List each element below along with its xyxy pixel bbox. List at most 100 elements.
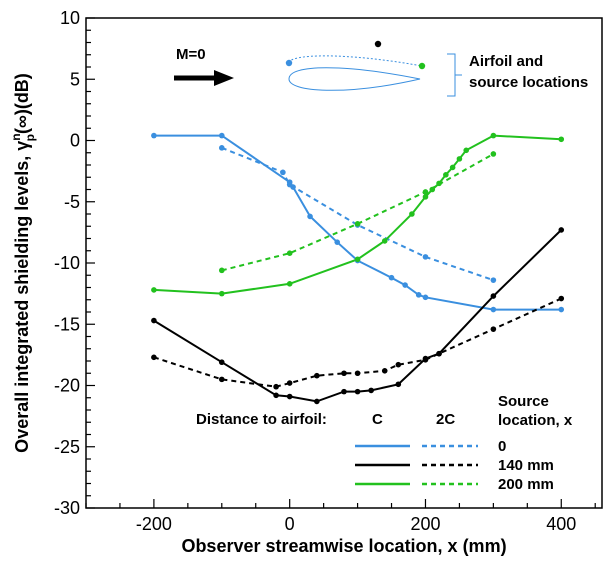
series-point-2 — [395, 381, 402, 388]
series-point-2 — [354, 388, 361, 395]
series-point-3 — [273, 383, 279, 390]
series-point-4 — [151, 287, 157, 293]
series-point-2 — [341, 388, 347, 395]
legend-source-title-1: Source — [498, 393, 549, 410]
legend-heading: Distance to airfoil: — [196, 411, 327, 428]
legend-label-140: 140 mm — [498, 457, 554, 474]
series-point-2 — [368, 387, 374, 394]
series-point-0 — [218, 132, 225, 139]
airfoil-bracket-icon — [447, 53, 462, 97]
series-markers — [151, 132, 565, 405]
series-point-4 — [490, 132, 497, 139]
series-point-4 — [218, 290, 225, 297]
series-point-0 — [151, 132, 157, 139]
series-point-5 — [218, 267, 225, 274]
series-point-1 — [218, 145, 225, 151]
series-point-0 — [334, 239, 341, 245]
y-tick-label: 10 — [60, 8, 80, 28]
y-tick-label: -20 — [54, 376, 80, 396]
series-point-4 — [429, 186, 436, 193]
series-point-3 — [286, 380, 293, 386]
flow-arrow-icon — [174, 70, 234, 86]
x-tick-label: 200 — [410, 514, 440, 534]
x-tick-label: -200 — [136, 514, 172, 534]
y-axis-title-tail: (∞)(dB) — [12, 73, 32, 134]
series-point-0 — [558, 306, 565, 313]
series-point-4 — [381, 238, 388, 244]
series-point-3 — [354, 370, 361, 377]
series-point-0 — [422, 294, 429, 301]
series-point-1 — [280, 169, 286, 176]
legend-label-200: 200 mm — [498, 476, 554, 493]
airfoil-note-line1: Airfoil and — [469, 53, 543, 70]
series-point-2 — [151, 317, 157, 324]
airfoil-sketch-icon — [285, 40, 426, 91]
y-tick-label: -10 — [54, 253, 80, 273]
series-point-3 — [490, 326, 497, 332]
y-tick-label: -25 — [54, 437, 80, 457]
legend-source-title-2: location, x — [498, 412, 573, 429]
series-point-1 — [490, 277, 497, 283]
airfoil-note-line2: source locations — [469, 74, 588, 91]
series-point-2 — [218, 359, 225, 366]
series-lines — [153, 134, 562, 403]
series-point-3 — [422, 356, 429, 363]
series-point-0 — [402, 282, 408, 288]
y-axis-title-main: Overall integrated shielding levels, γ — [12, 141, 32, 453]
legend-label-0: 0 — [498, 438, 506, 455]
series-point-2 — [558, 227, 565, 233]
series-line-5 — [221, 153, 494, 272]
series-point-3 — [151, 354, 157, 361]
series-point-5 — [422, 189, 429, 195]
y-axis-title: Overall integrated shielding levels, γnp… — [9, 73, 37, 453]
series-point-4 — [449, 164, 456, 171]
series-point-1 — [286, 181, 293, 188]
series-point-5 — [490, 151, 497, 157]
y-axis-title-sup: n — [9, 133, 23, 140]
series-point-2 — [286, 393, 293, 400]
y-axis-title-sub: p — [23, 134, 37, 141]
series-point-3 — [395, 361, 402, 368]
y-tick-label: -30 — [54, 498, 80, 518]
series-point-4 — [422, 194, 429, 200]
series-point-5 — [286, 250, 293, 256]
x-tick-label: 400 — [546, 514, 576, 534]
series-point-4 — [456, 156, 463, 162]
series-point-3 — [381, 368, 388, 374]
series-point-0 — [388, 274, 395, 281]
y-tick-label: -5 — [64, 192, 80, 212]
series-point-2 — [314, 398, 320, 405]
tick-labels: -30 -25 -20 -15 -10 -5 0 5 10 -200 0 200 400 — [54, 8, 576, 534]
series-point-3 — [558, 295, 565, 302]
legend: Distance to airfoil: C 2C Source locatio… — [196, 393, 573, 493]
y-tick-label: 0 — [70, 131, 80, 151]
axis-ticks — [85, 17, 596, 509]
series-point-1 — [422, 254, 429, 260]
series-point-0 — [415, 292, 422, 298]
series-point-5 — [354, 221, 361, 227]
mach-label: M=0 — [176, 46, 206, 63]
legend-col-2c: 2C — [436, 411, 455, 428]
series-point-3 — [218, 376, 225, 383]
x-tick-label: 0 — [285, 514, 295, 534]
series-point-3 — [341, 370, 347, 377]
series-point-4 — [443, 172, 449, 178]
series-point-0 — [307, 213, 313, 220]
legend-col-c: C — [372, 411, 383, 428]
plot-frame — [85, 17, 603, 509]
series-point-2 — [490, 293, 497, 299]
series-point-4 — [286, 281, 293, 287]
series-line-4 — [153, 134, 562, 295]
y-tick-label: -15 — [54, 314, 80, 334]
series-point-4 — [409, 211, 415, 217]
series-point-4 — [354, 256, 361, 263]
series-line-1 — [221, 146, 494, 282]
series-point-2 — [273, 392, 279, 399]
series-point-4 — [436, 180, 442, 187]
series-point-3 — [314, 372, 320, 379]
series-point-3 — [436, 350, 442, 357]
y-tick-label: 5 — [70, 69, 80, 89]
series-point-4 — [558, 136, 565, 143]
x-axis-title: Observer streamwise location, x (mm) — [181, 536, 506, 556]
